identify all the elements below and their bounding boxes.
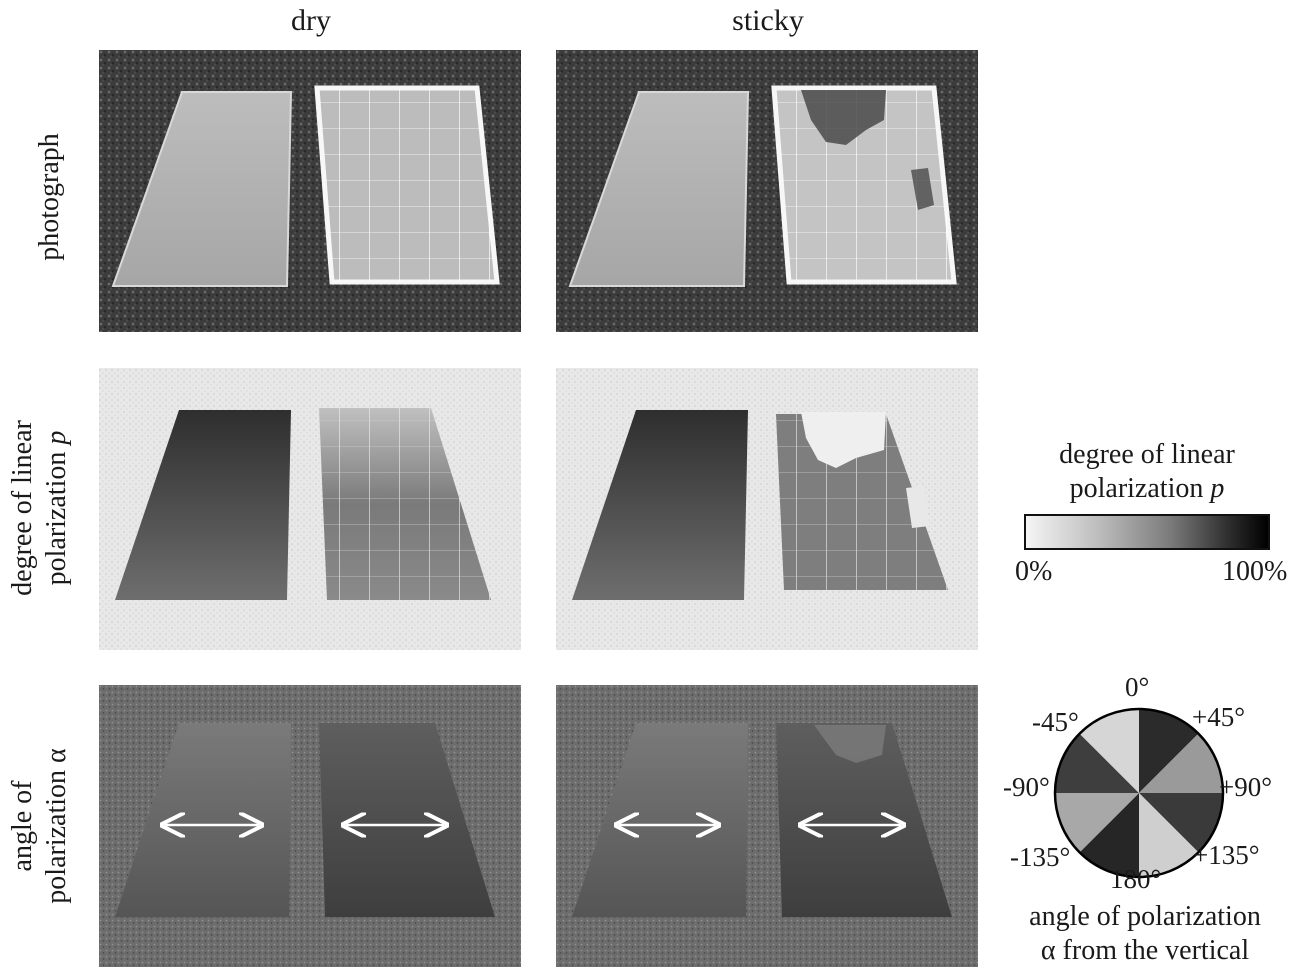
- row-label-dop-line2: polarization: [41, 451, 72, 586]
- legend-alpha-caption: angle of polarization α from the vertica…: [995, 900, 1295, 968]
- row-label-aop-line1: angle of: [7, 780, 38, 872]
- dop-dry: [99, 368, 521, 650]
- row-label-photograph: photograph: [33, 87, 67, 307]
- row-label-photograph-text: photograph: [34, 133, 65, 261]
- legend-alpha-label-minus90: -90°: [1003, 772, 1050, 802]
- legend-alpha-caption-line1: angle of polarization: [1029, 901, 1261, 932]
- legend-alpha-label-plus135: +135°: [1193, 840, 1260, 870]
- photo-dry: [99, 50, 521, 332]
- row-label-dop-var: p: [41, 430, 72, 445]
- legend-p-title-line1: degree of linear: [1059, 439, 1235, 470]
- legend-alpha-label-minus45: -45°: [1032, 707, 1079, 737]
- legend-p-max-label: 100%: [1222, 556, 1288, 587]
- legend-p-min-label: 0%: [1015, 556, 1053, 587]
- legend-p-colorbar: [1024, 514, 1270, 550]
- legend-alpha-label-minus135: -135°: [1010, 842, 1071, 872]
- legend-alpha-label-plus45: +45°: [1192, 702, 1246, 732]
- legend-alpha-label-plus90: +90°: [1219, 772, 1273, 802]
- legend-alpha-label-180: 180°: [1110, 864, 1162, 894]
- column-title-dry: dry: [291, 4, 331, 37]
- photo-sticky: [556, 50, 978, 332]
- aop-dry: [99, 685, 521, 967]
- row-label-dop-line1: degree of linear: [7, 420, 38, 596]
- row-label-angle-of-polarization: angle of polarization α: [6, 706, 74, 946]
- row-label-degree-of-polarization: degree of linear polarization p: [6, 388, 74, 628]
- dop-sticky: [556, 368, 978, 650]
- row-label-aop-var: α: [41, 748, 72, 763]
- aop-sticky: [556, 685, 978, 967]
- legend-p-title: degree of linear polarization p: [1010, 438, 1284, 506]
- row-label-aop-line2: polarization: [41, 769, 72, 904]
- legend-alpha-label-0: 0°: [1125, 672, 1150, 702]
- legend-p-title-var: p: [1210, 473, 1225, 504]
- column-title-sticky: sticky: [732, 4, 804, 37]
- legend-alpha-caption-line2: α from the vertical: [1040, 935, 1250, 966]
- legend-alpha-wheel: [1053, 707, 1225, 879]
- legend-p-title-line2: polarization: [1069, 473, 1204, 504]
